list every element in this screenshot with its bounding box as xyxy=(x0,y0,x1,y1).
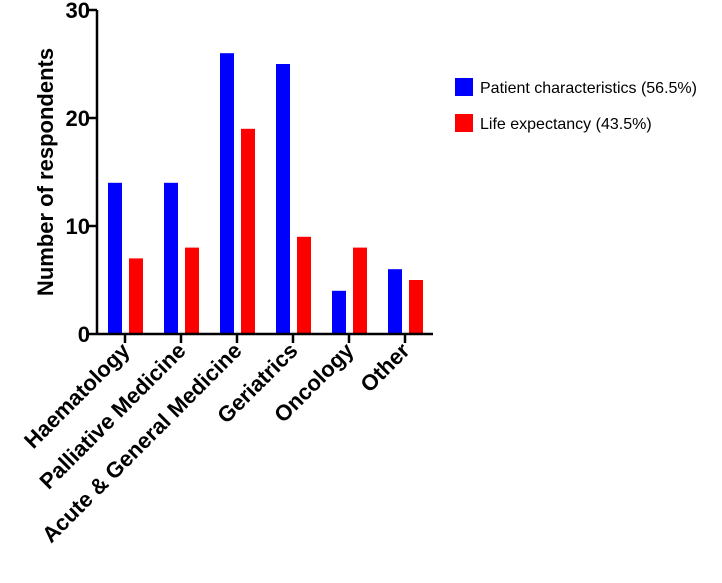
y-tick-label: 0 xyxy=(78,322,90,347)
y-tick-label: 20 xyxy=(66,106,90,131)
bar-life-expectancy-4 xyxy=(353,247,367,334)
y-tick-label: 10 xyxy=(66,214,90,239)
legend-label: Life expectancy (43.5%) xyxy=(480,116,652,133)
x-tick-label: Other xyxy=(355,338,414,397)
bar-patient-characteristics-3 xyxy=(276,64,290,334)
bar-patient-characteristics-0 xyxy=(108,182,122,334)
bar-life-expectancy-0 xyxy=(129,258,143,334)
bar-patient-characteristics-4 xyxy=(332,290,346,334)
y-axis-label: Number of respondents xyxy=(33,48,58,296)
legend: Patient characteristics (56.5%) Life expe… xyxy=(455,78,697,133)
y-ticks-group: 0 10 20 30 xyxy=(66,0,97,347)
bar-life-expectancy-5 xyxy=(409,280,423,334)
legend-label: Patient characteristics (56.5%) xyxy=(480,80,697,97)
y-tick-label: 30 xyxy=(66,0,90,23)
bar-patient-characteristics-2 xyxy=(220,53,234,334)
legend-swatch xyxy=(455,114,473,132)
bar-life-expectancy-2 xyxy=(241,128,255,334)
bar-patient-characteristics-5 xyxy=(388,269,402,334)
bar-life-expectancy-1 xyxy=(185,247,199,334)
bars-group xyxy=(108,53,423,334)
legend-swatch xyxy=(455,78,473,96)
bar-life-expectancy-3 xyxy=(297,236,311,334)
bar-patient-characteristics-1 xyxy=(164,182,178,334)
